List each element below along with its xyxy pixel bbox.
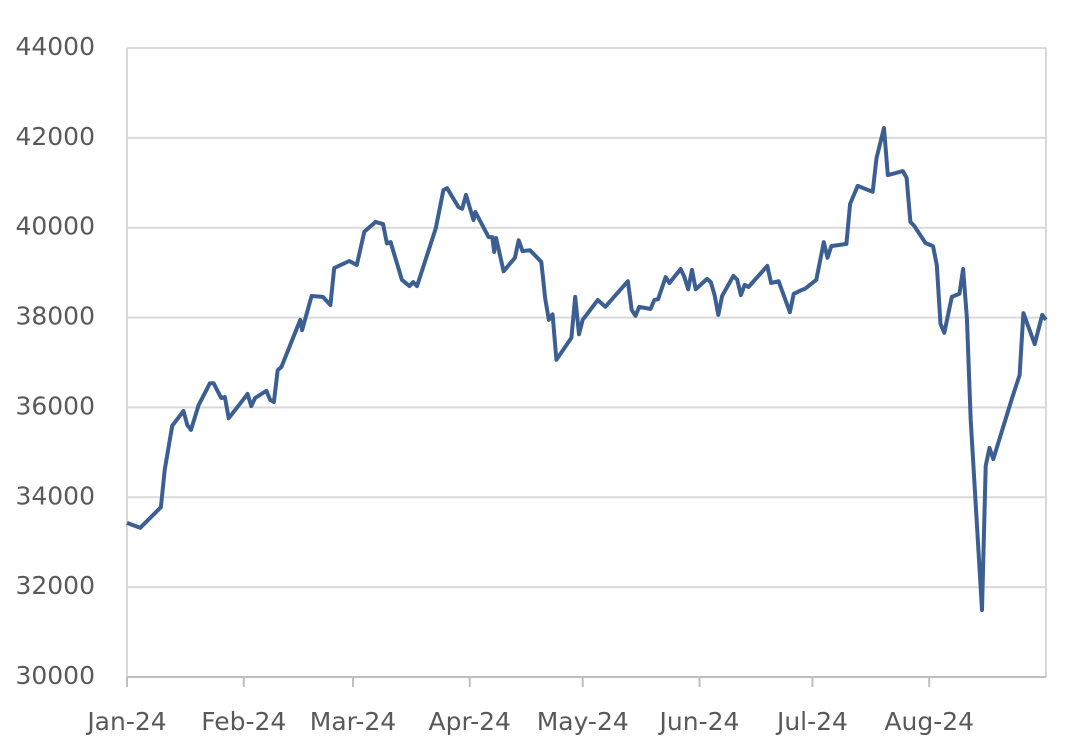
y-tick-label: 44000 [15,32,95,61]
x-tick-label: Jan-24 [85,707,166,736]
y-tick-label: 32000 [15,571,95,600]
y-tick-label: 34000 [15,481,95,510]
x-tick-label: Jun-24 [658,707,740,736]
x-tick-label: Apr-24 [428,707,510,736]
x-tick-label: Jul-24 [775,707,848,736]
y-tick-label: 36000 [15,391,95,420]
y-tick-label: 30000 [15,661,95,690]
x-tick-label: Aug-24 [884,707,974,736]
line-series [126,126,1048,613]
y-tick-label: 38000 [15,302,95,331]
y-tick-label: 42000 [15,122,95,151]
x-tick-label: May-24 [537,707,629,736]
x-tick-label: Feb-24 [201,707,286,736]
y-tick-label: 40000 [15,212,95,241]
x-tick-label: Mar-24 [310,707,396,736]
